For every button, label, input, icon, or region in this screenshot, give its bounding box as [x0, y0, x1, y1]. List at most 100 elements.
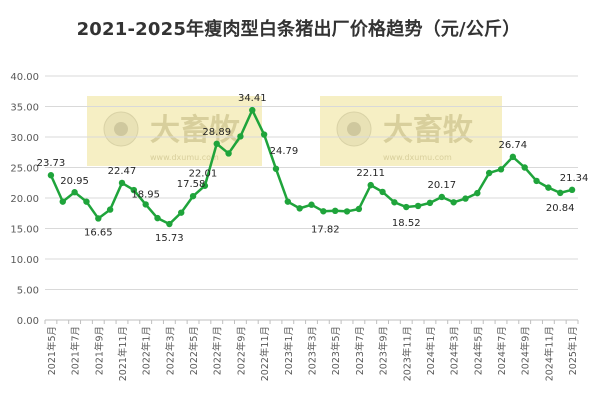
- data-point: [426, 199, 434, 207]
- data-point: [272, 165, 280, 172]
- data-point: [130, 186, 138, 194]
- data-point: [379, 188, 386, 196]
- data-label: 20.84: [546, 203, 575, 214]
- x-tick-label: 2022年1月: [141, 326, 153, 375]
- x-axis: 2021年5月 2021年7月 2021年9月 2021年11月 2022年1月 2022…: [44, 320, 579, 381]
- x-tick-label: 2023年5月: [330, 326, 342, 375]
- data-point: [438, 193, 445, 201]
- watermark-left: 大畜牧 www.dxumu.com: [87, 96, 262, 166]
- data-point: [225, 150, 232, 157]
- data-point: [189, 192, 197, 200]
- data-point: [331, 207, 339, 215]
- data-point: [178, 209, 185, 216]
- y-tick-label: 5.00: [17, 286, 39, 297]
- data-point: [59, 198, 66, 205]
- y-axis: 0.00 5.00 10.00 15.00 20.00 25.00 30.00 35.00 40…: [10, 72, 39, 327]
- data-point: [414, 202, 422, 210]
- watermark-logo-inner-icon: [347, 122, 361, 136]
- data-point: [83, 198, 90, 205]
- data-point: [237, 133, 244, 140]
- watermark-brand: 大畜牧: [150, 113, 241, 148]
- data-point: [118, 179, 126, 187]
- data-point: [142, 201, 149, 208]
- data-label: 24.79: [270, 146, 299, 157]
- y-tick-label: 15.00: [10, 225, 39, 236]
- x-tick-label: 2021年11月: [117, 326, 129, 381]
- data-label: 20.95: [60, 176, 89, 187]
- data-point: [166, 220, 173, 228]
- y-tick-label: 40.00: [10, 72, 39, 83]
- data-point: [308, 201, 315, 208]
- data-labels: 23.73 20.95 16.65 22.47 18.95 15.73 17.5822.01…: [37, 93, 589, 244]
- x-tick-label: 2022年3月: [164, 326, 176, 375]
- data-point: [568, 186, 576, 194]
- y-tick-label: 20.00: [10, 194, 39, 205]
- data-point: [213, 140, 220, 147]
- x-tick-label: 2022年9月: [235, 326, 247, 375]
- watermark-brand: 大畜牧: [383, 113, 474, 148]
- data-point: [343, 208, 351, 215]
- data-label: 18.95: [131, 189, 160, 200]
- x-tick-label: 2024年3月: [449, 326, 461, 375]
- y-tick-label: 30.00: [10, 133, 39, 144]
- data-point: [296, 205, 303, 212]
- x-tick-label: 2024年1月: [425, 326, 437, 375]
- x-tick-label: 2023年9月: [378, 326, 390, 375]
- data-label: 17.82: [311, 224, 340, 235]
- x-tick-label: 2025年1月: [567, 326, 579, 375]
- x-tick-label: 2022年11月: [259, 326, 271, 381]
- data-label: 22.47: [108, 166, 137, 177]
- series-layer: [47, 106, 576, 228]
- data-point: [391, 199, 398, 206]
- data-label: 20.17: [427, 180, 456, 191]
- x-tick-label: 2023年11月: [401, 326, 413, 381]
- data-point: [485, 169, 493, 177]
- data-point: [47, 172, 55, 179]
- x-tick-label: 2023年3月: [307, 326, 319, 375]
- x-tick-label: 2024年7月: [496, 326, 508, 375]
- y-tick-label: 10.00: [10, 255, 39, 266]
- data-point: [403, 203, 410, 211]
- x-tick-label: 2022年7月: [212, 326, 224, 375]
- data-label: 26.74: [499, 140, 528, 151]
- data-label: 23.73: [37, 158, 66, 169]
- x-tick-label: 2021年7月: [70, 326, 82, 375]
- x-tick-label: 2024年11月: [543, 326, 555, 381]
- data-label: 22.01: [189, 169, 218, 180]
- data-point: [284, 198, 292, 205]
- chart-title: 2021-2025年瘦肉型白条猪出厂价格趋势（元/公斤）: [76, 19, 521, 40]
- data-label: 16.65: [84, 227, 113, 238]
- data-point: [154, 214, 161, 222]
- y-tick-label: 25.00: [10, 164, 39, 175]
- x-tick-label: 2023年7月: [354, 326, 366, 375]
- data-point: [367, 181, 374, 189]
- data-point: [509, 153, 517, 161]
- data-point: [201, 182, 209, 189]
- x-tick-label: 2024年9月: [520, 326, 532, 375]
- data-point: [521, 164, 528, 171]
- x-tick-label: 2022年5月: [188, 326, 200, 375]
- watermark-url: www.dxumu.com: [383, 153, 452, 162]
- watermark-url: www.dxumu.com: [150, 153, 219, 162]
- data-point: [320, 208, 327, 215]
- data-label: 18.52: [392, 218, 421, 229]
- data-point: [106, 206, 114, 213]
- data-point: [557, 189, 564, 197]
- x-tick-label: 2021年5月: [46, 326, 58, 375]
- data-label: 15.73: [155, 233, 184, 244]
- data-point: [355, 205, 363, 213]
- x-tick-label: 2021年9月: [93, 326, 105, 375]
- data-point: [497, 166, 505, 173]
- x-tick-label: 2024年5月: [472, 326, 484, 375]
- y-tick-label: 0.00: [17, 316, 39, 327]
- data-point: [260, 131, 268, 138]
- y-tick-label: 35.00: [10, 103, 39, 114]
- data-label: 28.89: [202, 127, 231, 138]
- data-point: [450, 199, 457, 206]
- data-label: 22.11: [356, 168, 385, 179]
- data-point: [474, 189, 481, 197]
- grid-lines: [45, 75, 578, 321]
- data-point: [95, 215, 102, 222]
